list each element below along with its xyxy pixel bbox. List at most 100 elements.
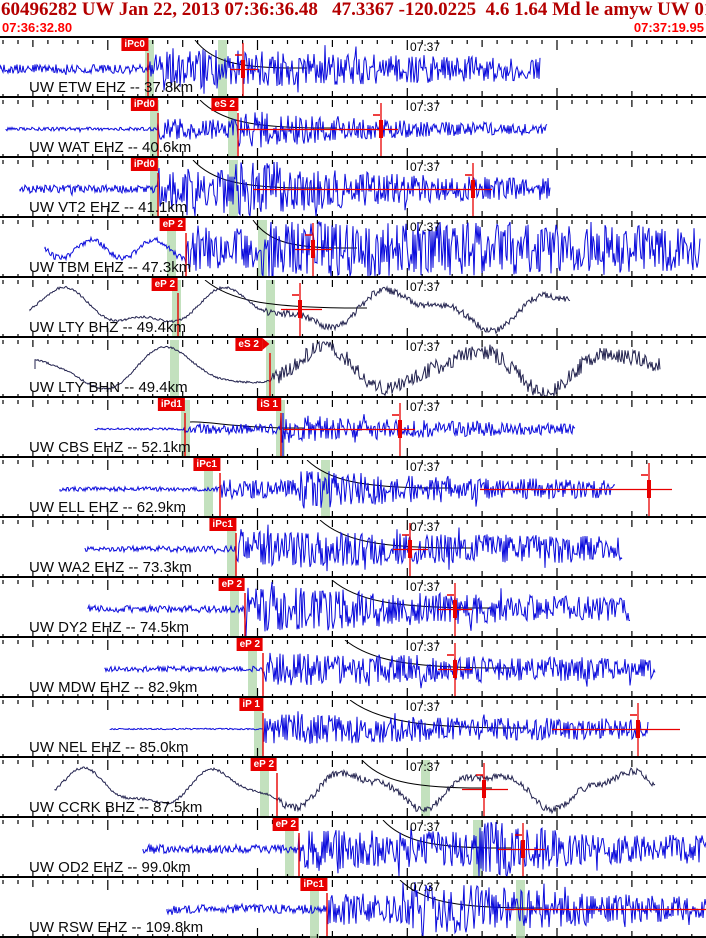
arrival-window-band bbox=[266, 280, 275, 338]
pick-flag[interactable]: eS 2 bbox=[211, 98, 238, 111]
trace-row-15[interactable]: iPc1 07:37 UW RSW EHZ -- 109.8km bbox=[0, 876, 706, 938]
trace-row-10[interactable]: eP 2 07:37 UW DY2 EHZ -- 74.5km bbox=[0, 576, 706, 638]
time-tick-label: 07:37 bbox=[410, 640, 441, 654]
seismic-trace bbox=[5, 111, 548, 148]
time-tick-label: 07:37 bbox=[410, 340, 441, 354]
arrival-window-band bbox=[260, 760, 269, 818]
arrival-window-band bbox=[321, 460, 330, 518]
seismic-trace bbox=[166, 881, 706, 937]
trace-row-2[interactable]: iPd0 eS 2 07:37 UW WAT EHZ -- 40.6km bbox=[0, 96, 706, 158]
pick-flag[interactable]: iPc0 bbox=[121, 38, 148, 51]
station-label: UW WAT EHZ -- 40.6km bbox=[29, 139, 192, 156]
trace-row-7[interactable]: iPd1 iS 1 07:37 UW CBS EHZ -- 52.1km bbox=[0, 396, 706, 458]
pick-flag[interactable]: iPc1 bbox=[209, 518, 236, 531]
time-tick-label: 07:37 bbox=[410, 880, 441, 894]
seismic-trace bbox=[54, 766, 656, 815]
station-label: UW ELL EHZ -- 62.9km bbox=[29, 499, 186, 516]
coda-marker[interactable] bbox=[447, 583, 457, 636]
coda-marker[interactable] bbox=[515, 823, 525, 876]
time-tick-label: 07:37 bbox=[410, 700, 441, 714]
time-tick-label: 07:37 bbox=[410, 160, 441, 174]
coda-marker[interactable] bbox=[476, 763, 486, 816]
pick-flag[interactable]: iPd0 bbox=[130, 98, 158, 111]
coda-marker[interactable] bbox=[465, 163, 475, 216]
waveform-plot[interactable] bbox=[0, 640, 706, 698]
coda-marker[interactable] bbox=[402, 523, 412, 576]
station-label: UW RSW EHZ -- 109.8km bbox=[29, 919, 204, 936]
coda-decay-curve bbox=[204, 280, 367, 309]
coda-marker[interactable] bbox=[447, 643, 457, 696]
pick-flag[interactable]: iPc1 bbox=[300, 878, 327, 891]
time-tick-label: 07:37 bbox=[410, 280, 441, 294]
seismic-trace bbox=[109, 711, 649, 744]
seismic-trace bbox=[34, 340, 661, 397]
arrival-window-band bbox=[170, 340, 179, 398]
pick-flag[interactable]: eP 2 bbox=[272, 818, 299, 831]
coda-marker[interactable] bbox=[305, 223, 315, 276]
station-label: UW ETW EHZ -- 37.8km bbox=[29, 79, 194, 96]
window-end-time: 07:37:19.95 bbox=[633, 20, 704, 35]
pick-flag[interactable]: iPc1 bbox=[193, 458, 220, 471]
time-tick-label: 07:37 bbox=[410, 460, 441, 474]
trace-list: iPc0 07:37 UW ETW EHZ -- 37.8km iPd0 eS 2 07:… bbox=[0, 36, 706, 938]
coda-marker[interactable] bbox=[641, 463, 651, 516]
coda-marker[interactable] bbox=[373, 103, 383, 156]
trace-row-6[interactable]: eS 2 07:37 UW LTY BHN -- 49.4km bbox=[0, 336, 706, 398]
station-label: UW LTY BHN -- 49.4km bbox=[29, 379, 188, 396]
time-tick-label: 07:37 bbox=[410, 40, 441, 54]
pick-flag[interactable]: iP 1 bbox=[239, 698, 263, 711]
time-tick-label: 07:37 bbox=[410, 580, 441, 594]
trace-row-3[interactable]: iPd0 07:37 UW VT2 EHZ -- 41.1km bbox=[0, 156, 706, 218]
pick-flag[interactable]: eS 2 bbox=[235, 338, 269, 351]
coda-marker[interactable] bbox=[292, 283, 302, 336]
coda-marker[interactable] bbox=[392, 403, 402, 456]
time-tick-label: 07:37 bbox=[410, 400, 441, 414]
pick-flag[interactable]: eP 2 bbox=[250, 758, 277, 771]
seismic-trace bbox=[84, 524, 623, 572]
seismic-trace bbox=[19, 161, 551, 217]
station-label: UW WA2 EHZ -- 73.3km bbox=[29, 559, 192, 576]
station-label: UW VT2 EHZ -- 41.1km bbox=[29, 199, 188, 216]
coda-decay-curve bbox=[361, 760, 492, 789]
arrival-window-band bbox=[167, 220, 176, 278]
pick-flag[interactable]: iPd1 bbox=[157, 398, 185, 411]
pick-flag[interactable]: eP 2 bbox=[236, 638, 263, 651]
trace-row-9[interactable]: iPc1 07:37 UW WA2 EHZ -- 73.3km bbox=[0, 516, 706, 578]
window-start-time: 07:36:32.80 bbox=[2, 20, 73, 35]
arrival-window-band bbox=[421, 760, 430, 818]
station-label: UW LTY BHZ -- 49.4km bbox=[29, 319, 186, 336]
pick-flag[interactable]: eP 2 bbox=[218, 578, 245, 591]
trace-row-4[interactable]: eP 2 07:37 UW TBM EHZ -- 47.3km bbox=[0, 216, 706, 278]
coda-decay-curve bbox=[344, 640, 512, 669]
trace-row-1[interactable]: iPc0 07:37 UW ETW EHZ -- 37.8km bbox=[0, 36, 706, 98]
trace-row-5[interactable]: eP 2 07:37 UW LTY BHZ -- 49.4km bbox=[0, 276, 706, 338]
pick-flag[interactable]: eP 2 bbox=[151, 278, 178, 291]
arrival-window-band bbox=[230, 580, 239, 638]
pick-flag[interactable]: iS 1 bbox=[257, 398, 281, 411]
event-summary: 60496282 UW Jan 22, 2013 07:36:36.48 47.… bbox=[1, 0, 706, 20]
seismic-trace bbox=[44, 220, 701, 277]
pick-flag[interactable]: eP 2 bbox=[159, 218, 186, 231]
time-tick-label: 07:37 bbox=[410, 220, 441, 234]
pick-flag[interactable]: iPd0 bbox=[130, 158, 158, 171]
coda-marker[interactable] bbox=[235, 43, 245, 96]
trace-row-8[interactable]: iPc1 07:37 UW ELL EHZ -- 62.9km bbox=[0, 456, 706, 518]
station-label: UW DY2 EHZ -- 74.5km bbox=[29, 619, 190, 636]
time-tick-label: 07:37 bbox=[410, 820, 441, 834]
trace-row-12[interactable]: iP 1 07:37 UW NEL EHZ -- 85.0km bbox=[0, 696, 706, 758]
seismic-trace bbox=[142, 821, 706, 878]
waveform-plot[interactable] bbox=[0, 880, 706, 938]
seismic-trace bbox=[104, 652, 656, 689]
station-label: UW TBM EHZ -- 47.3km bbox=[29, 259, 192, 276]
station-label: UW OD2 EHZ -- 99.0km bbox=[29, 859, 191, 876]
trace-row-14[interactable]: eP 2 07:37 UW OD2 EHZ -- 99.0km bbox=[0, 816, 706, 878]
station-label: UW CBS EHZ -- 52.1km bbox=[29, 439, 191, 456]
time-tick-label: 07:37 bbox=[410, 760, 441, 774]
trace-row-13[interactable]: eP 2 07:37 UW CCRK BHZ -- 87.5km bbox=[0, 756, 706, 818]
coda-marker[interactable] bbox=[630, 703, 640, 756]
trace-row-11[interactable]: eP 2 07:37 UW MDW EHZ -- 82.9km bbox=[0, 636, 706, 698]
arrival-window-band bbox=[172, 280, 181, 338]
arrival-window-band bbox=[258, 220, 267, 278]
waveform-plot[interactable] bbox=[0, 220, 706, 278]
